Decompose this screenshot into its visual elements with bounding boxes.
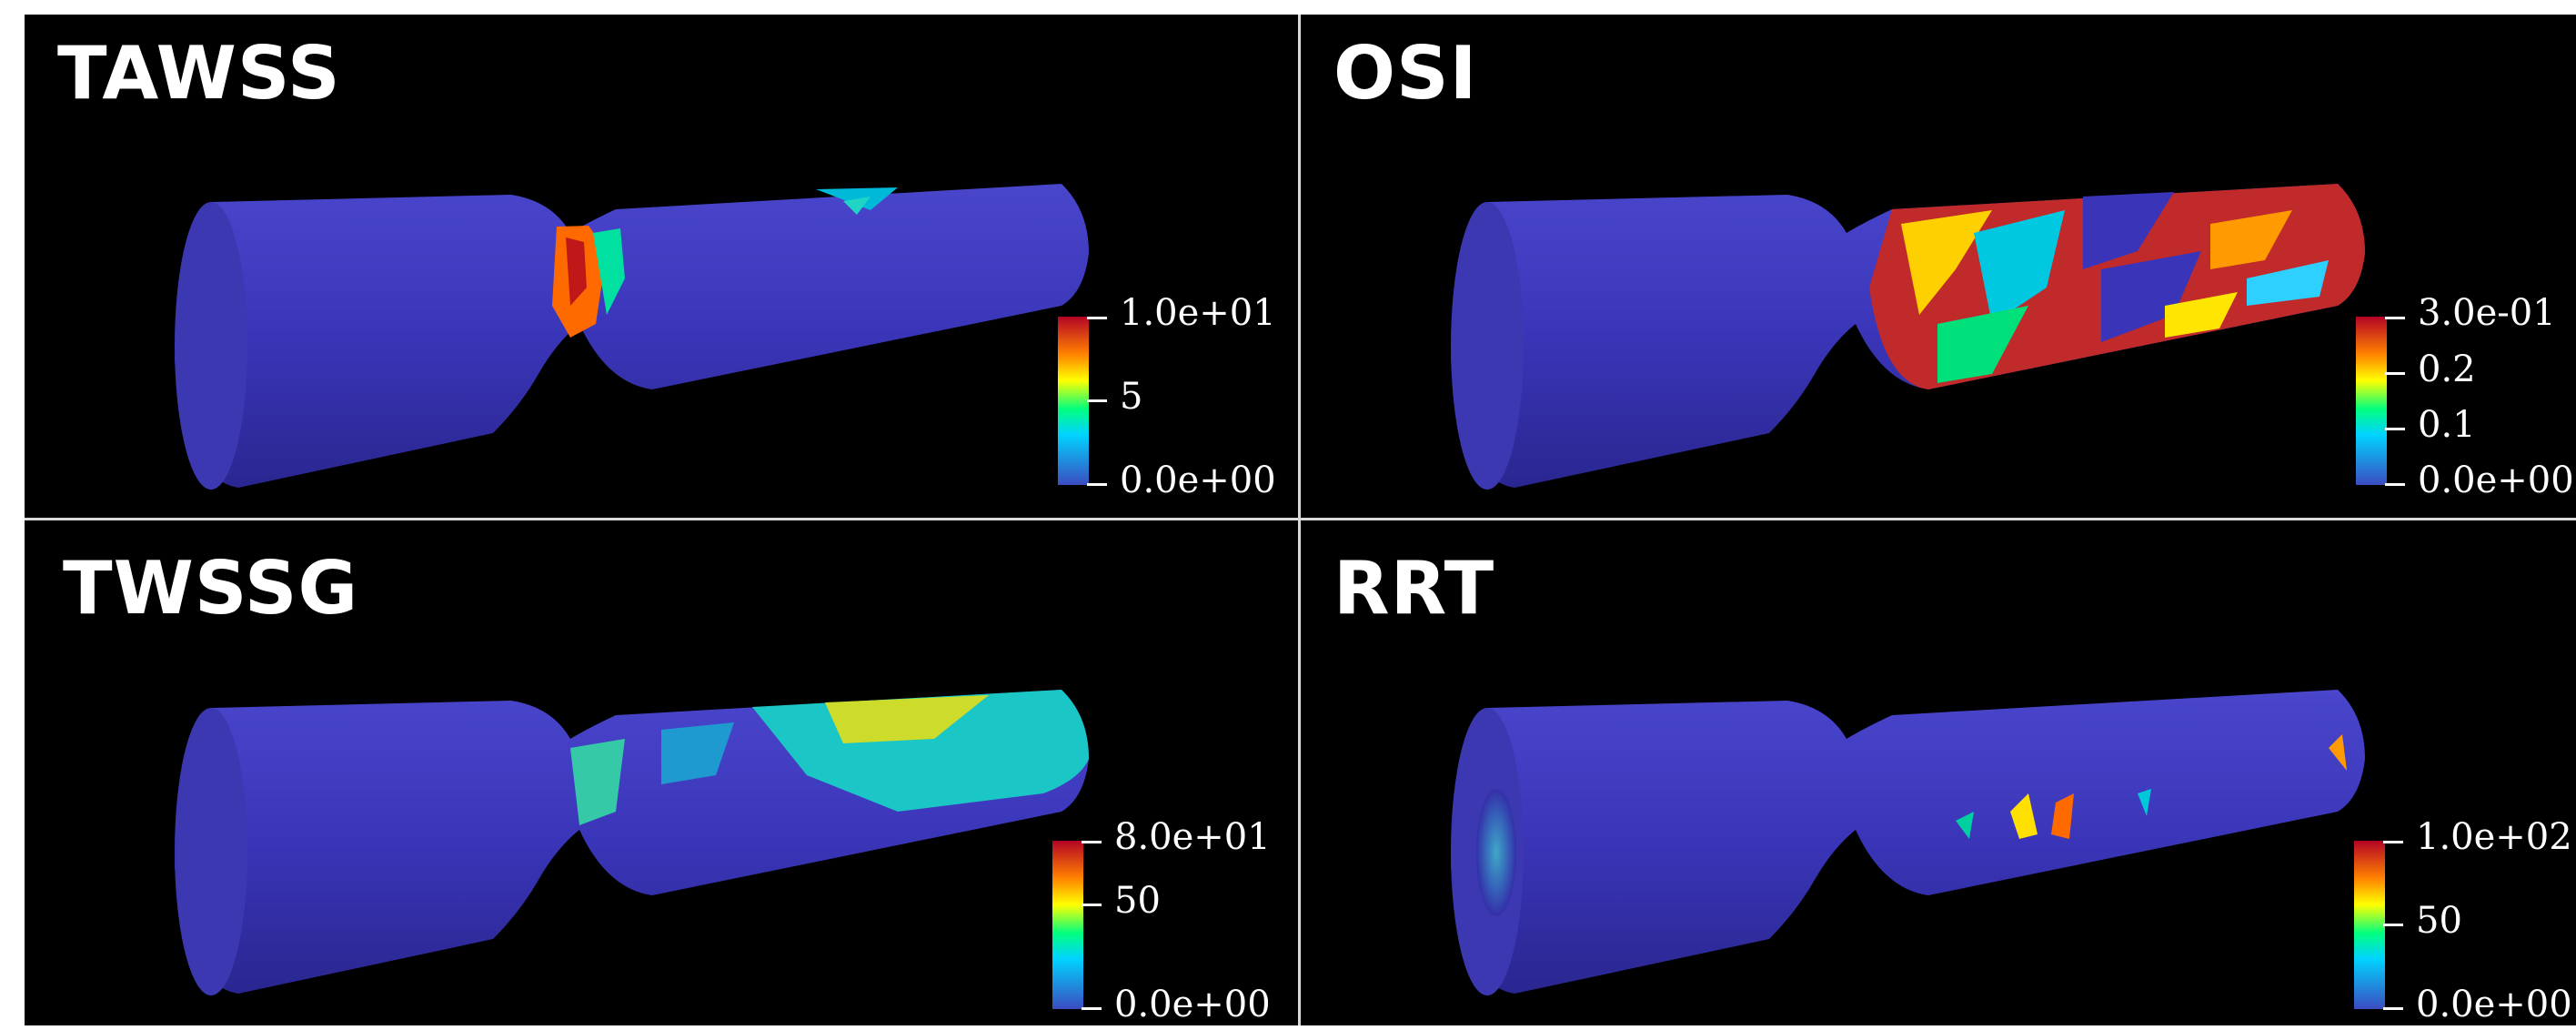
colorbar-min-label: 0.0e+00 bbox=[2418, 459, 2574, 501]
panel-osi: OSI 3.0e-01 0.2 0.1 0.0e+00 bbox=[1301, 15, 2576, 518]
colorbar-mid-label: 50 bbox=[1114, 880, 1161, 922]
colorbar-tick bbox=[2383, 841, 2403, 843]
colorbar-mid-label: 5 bbox=[1120, 376, 1143, 418]
colorbar-tick bbox=[1082, 841, 1102, 843]
panel-rrt: RRT 1.0e+02 50 0.0e+00 bbox=[1301, 520, 2576, 1025]
colorbar-min-label: 0.0e+00 bbox=[2416, 984, 2572, 1025]
panel-twssg: TWSSG 8.0e+01 50 0.0e+00 bbox=[25, 520, 1298, 1025]
colorbar-mid-label: 50 bbox=[2416, 900, 2462, 942]
colorbar-mid-label: 0.1 bbox=[2418, 404, 2476, 446]
panel-title: TAWSS bbox=[57, 31, 341, 116]
colorbar bbox=[1052, 841, 1083, 1009]
colorbar-max-label: 3.0e-01 bbox=[2418, 292, 2556, 334]
vessel-render bbox=[175, 184, 1089, 490]
vessel-render bbox=[1451, 184, 2365, 490]
colorbar-min-label: 0.0e+00 bbox=[1114, 984, 1271, 1025]
colorbar-max-label: 8.0e+01 bbox=[1114, 816, 1271, 858]
colorbar-tick bbox=[1087, 317, 1107, 319]
colorbar-tick bbox=[2383, 924, 2403, 926]
colorbar-tick bbox=[2385, 483, 2405, 486]
panel-title: TWSSG bbox=[63, 546, 359, 631]
colorbar-tick bbox=[2385, 317, 2405, 319]
colorbar-min-label: 0.0e+00 bbox=[1120, 459, 1276, 501]
colorbar-tick bbox=[1087, 483, 1107, 486]
vessel-render bbox=[175, 690, 1089, 995]
colorbar-tick bbox=[2383, 1007, 2403, 1010]
colorbar-tick bbox=[2385, 428, 2405, 430]
colorbar-tick bbox=[1087, 399, 1107, 402]
colorbar-tick bbox=[1082, 1007, 1102, 1010]
colorbar-max-label: 1.0e+02 bbox=[2416, 816, 2572, 858]
colorbar bbox=[1058, 317, 1089, 485]
panel-tawss: TAWSS 1.0e+01 5 0.0e+00 bbox=[25, 15, 1298, 518]
colorbar-tick bbox=[1082, 904, 1102, 906]
panel-title: RRT bbox=[1333, 546, 1495, 631]
figure-grid: TAWSS 1.0e+01 5 0.0e+00 bbox=[25, 15, 2576, 1025]
colorbar-max-label: 1.0e+01 bbox=[1120, 292, 1276, 334]
colorbar-tick bbox=[2385, 372, 2405, 375]
colorbar bbox=[2356, 317, 2387, 485]
colorbar-mid-label: 0.2 bbox=[2418, 348, 2476, 390]
colorbar bbox=[2354, 841, 2385, 1009]
panel-title: OSI bbox=[1333, 31, 1478, 116]
vessel-render bbox=[1451, 690, 2365, 995]
